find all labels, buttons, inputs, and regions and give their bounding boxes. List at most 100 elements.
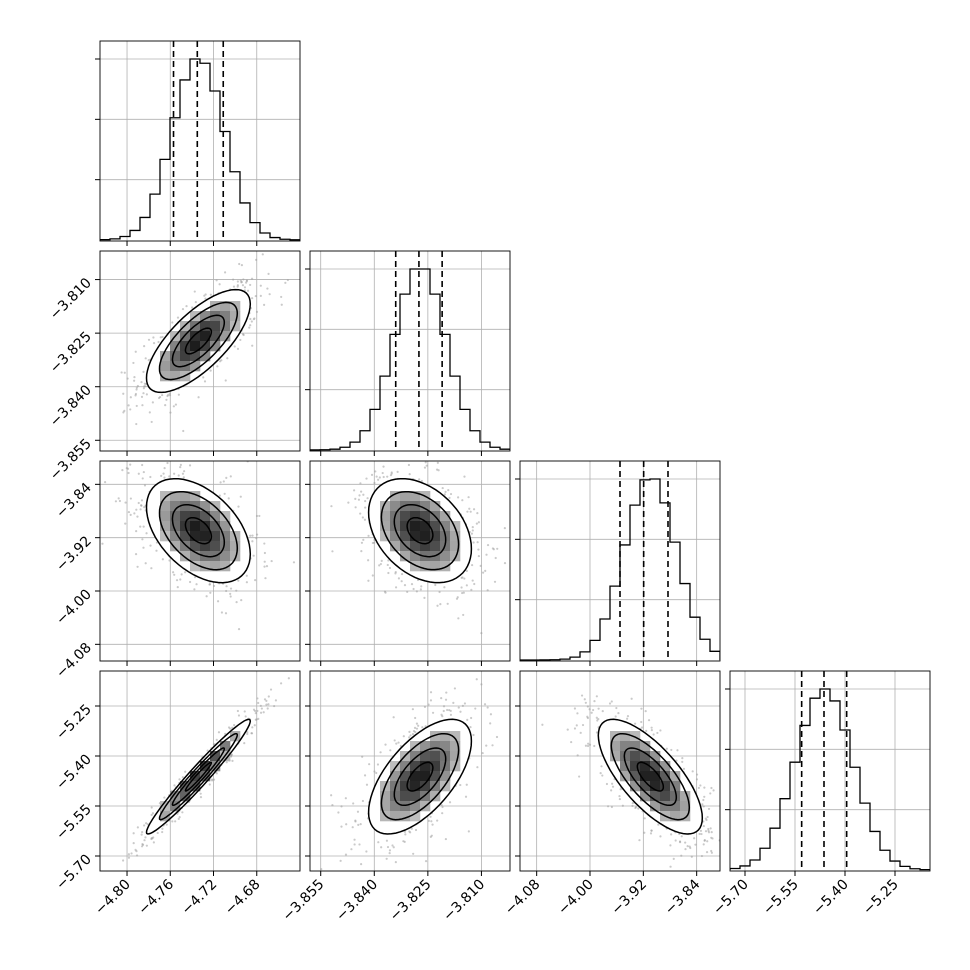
scatter-point [586, 705, 589, 708]
contour [171, 503, 226, 558]
panel-frame [519, 460, 721, 662]
density-block [450, 741, 461, 752]
scatter-point [141, 463, 144, 467]
scatter-point [203, 380, 207, 383]
density-block [210, 531, 221, 542]
scatter-point [411, 733, 415, 736]
scatter-point [385, 448, 387, 450]
density-block [650, 781, 661, 792]
scatter-point [688, 845, 691, 848]
tick-label-x: −3.825 [387, 877, 435, 925]
density-block [680, 791, 691, 802]
scatter-point [657, 823, 660, 826]
scatter-point [411, 708, 414, 711]
scatter-point [143, 382, 146, 385]
tick-label-y: −3.855 [47, 436, 95, 484]
scatter-point [484, 569, 487, 572]
scatter-point [359, 823, 362, 826]
density-block [440, 511, 451, 522]
density-block [170, 501, 181, 512]
scatter-point [580, 694, 584, 697]
scatter-point [168, 475, 171, 478]
scatter-point [179, 466, 182, 469]
scatter-point [353, 843, 356, 846]
scatter-point [124, 522, 127, 525]
scatter-point [231, 759, 234, 762]
scatter-point [390, 472, 393, 475]
scatter-point [166, 451, 168, 453]
density-block [380, 501, 391, 512]
density-block [160, 371, 171, 382]
scatter-point [270, 559, 273, 563]
scatter-point [382, 465, 385, 468]
scatter-point [129, 463, 132, 466]
scatter-point [491, 744, 494, 747]
scatter-point [144, 836, 147, 839]
scatter-point [579, 731, 582, 734]
scatter-point [266, 707, 269, 710]
scatter-point [477, 521, 480, 524]
contour [367, 477, 473, 584]
scatter-point [442, 709, 445, 713]
scatter-point [473, 665, 475, 667]
scatter-point [387, 571, 390, 575]
contour [145, 288, 252, 394]
scatter-point [174, 403, 178, 406]
scatter-point [597, 717, 600, 721]
scatter-point [680, 880, 682, 882]
scatter-point [439, 603, 442, 606]
scatter-point [205, 595, 208, 598]
density-block [680, 801, 691, 812]
scatter-point [177, 817, 180, 821]
scatter-point [345, 823, 348, 826]
scatter-point [127, 404, 130, 407]
scatter-point [263, 542, 266, 545]
scatter-point [134, 392, 138, 396]
density-block [660, 791, 671, 802]
contour [367, 718, 473, 835]
tick-label-x: −3.92 [609, 877, 651, 919]
scatter-point [161, 558, 164, 561]
scatter-point [656, 731, 659, 735]
scatter-point [621, 804, 624, 807]
scatter-point [698, 832, 701, 836]
scatter-point [403, 584, 407, 587]
scatter-point [444, 837, 447, 841]
scatter-point [638, 839, 641, 842]
scatter-point [449, 492, 453, 496]
scatter-point [459, 710, 462, 713]
scatter-point [152, 336, 155, 339]
scatter-point [118, 499, 122, 503]
scatter-point [469, 725, 472, 729]
scatter-point [364, 499, 367, 503]
scatter-point [358, 494, 361, 497]
scatter-point [712, 789, 715, 792]
density-block [380, 531, 391, 542]
scatter-point [254, 709, 257, 713]
scatter-point [149, 544, 152, 547]
scatter-point [134, 553, 138, 556]
scatter-point [339, 859, 342, 862]
scatter-point [140, 845, 144, 848]
density-block [420, 531, 431, 542]
scatter-point [156, 831, 159, 835]
contour [158, 301, 239, 381]
density-block [400, 811, 411, 822]
density-block [190, 551, 201, 562]
scatter-point [391, 454, 393, 456]
density-block [440, 741, 451, 752]
scatter-point [408, 830, 411, 833]
scatter-point [136, 565, 139, 568]
scatter-point [143, 385, 146, 388]
scatter-point [394, 570, 397, 574]
scatter-point [434, 583, 437, 587]
scatter-point [588, 708, 591, 711]
scatter-point [135, 854, 139, 857]
scatter-point [385, 857, 388, 860]
density-block [630, 731, 641, 742]
scatter-point [226, 357, 229, 360]
scatter-point [705, 851, 709, 854]
scatter-point [211, 778, 214, 781]
scatter-point [177, 393, 180, 396]
scatter-point [352, 802, 355, 805]
